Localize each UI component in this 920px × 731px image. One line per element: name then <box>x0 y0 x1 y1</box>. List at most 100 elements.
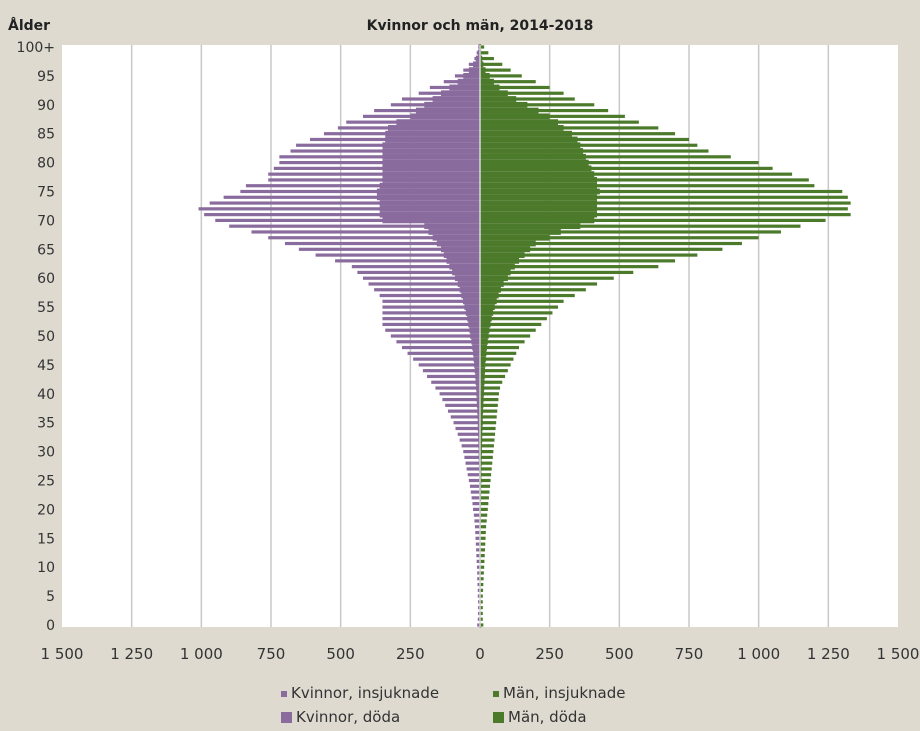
bar <box>480 211 598 218</box>
bar <box>476 565 480 569</box>
bar <box>385 328 480 332</box>
y-tick-label: 0 <box>46 618 55 634</box>
bar <box>480 126 659 130</box>
bar <box>476 402 480 409</box>
y-tick-label: 70 <box>37 213 55 229</box>
bar <box>480 80 536 84</box>
bar <box>268 236 480 240</box>
bar <box>480 143 698 147</box>
bar <box>480 61 484 68</box>
x-tick-label: 1 500 <box>877 645 920 663</box>
bar <box>480 594 483 598</box>
bar <box>424 223 480 230</box>
bar <box>480 292 499 299</box>
bar <box>480 113 550 120</box>
bar <box>436 240 480 247</box>
x-axis-ticks: 1 500 1 250 1 000 750 500 250 0 250 500 750 1 000 1… <box>41 645 920 663</box>
bar <box>480 455 493 459</box>
bars-incidence <box>376 44 600 628</box>
y-tick-label: 90 <box>37 98 55 114</box>
bar <box>427 374 480 379</box>
bar <box>468 321 480 328</box>
bar <box>382 317 480 321</box>
bar <box>480 623 484 627</box>
bar <box>480 461 493 465</box>
bar <box>480 166 773 170</box>
legend-item-men-incidence: Män, insjuknade <box>493 684 625 702</box>
bar <box>480 103 595 107</box>
bar <box>480 373 485 380</box>
bar <box>480 437 483 443</box>
bar <box>475 542 480 546</box>
bar <box>396 340 480 344</box>
bar <box>480 426 496 431</box>
bar <box>480 270 634 275</box>
bar <box>477 577 480 581</box>
bar <box>480 448 482 455</box>
bar <box>480 276 614 280</box>
bar <box>480 350 487 357</box>
bar <box>480 369 508 373</box>
bar <box>480 288 586 292</box>
bar <box>452 269 480 276</box>
bar <box>480 207 848 211</box>
bar <box>382 177 480 183</box>
bar <box>470 490 480 494</box>
bar <box>480 473 492 477</box>
bar <box>382 311 480 315</box>
bar <box>480 299 564 303</box>
bar <box>480 84 500 91</box>
bar <box>474 525 480 529</box>
bar <box>480 611 483 616</box>
bar <box>480 530 486 535</box>
bar <box>476 559 480 564</box>
bar <box>480 403 498 407</box>
bar <box>480 396 484 403</box>
bar <box>480 282 598 286</box>
bar <box>428 229 480 235</box>
bar <box>478 600 480 604</box>
bar <box>480 606 483 610</box>
bar <box>480 554 485 558</box>
bar <box>388 125 480 131</box>
bar <box>480 241 742 246</box>
x-tick-label: 1 500 <box>41 645 84 663</box>
bar <box>385 136 480 143</box>
bar <box>480 119 559 126</box>
bar <box>478 437 480 443</box>
bar <box>457 281 480 287</box>
bar <box>480 55 483 62</box>
bar <box>459 438 480 442</box>
bar <box>480 263 515 270</box>
bar <box>480 45 485 49</box>
bar <box>464 304 480 310</box>
bar <box>480 149 709 153</box>
legend-label: Kvinnor, döda <box>296 708 401 726</box>
y-tick-label: 10 <box>37 560 55 576</box>
bar <box>480 155 731 159</box>
bar <box>477 582 480 587</box>
bar <box>473 350 480 357</box>
bar <box>476 396 480 403</box>
bar <box>480 85 550 90</box>
y-tick-label: 100+ <box>17 40 55 56</box>
bar <box>480 617 483 621</box>
bar <box>480 431 483 438</box>
bar <box>204 213 480 217</box>
bar <box>480 189 843 194</box>
bar <box>480 246 531 253</box>
bar <box>475 55 480 62</box>
bar <box>480 582 484 587</box>
y-tick-label: 30 <box>37 445 55 461</box>
bar <box>473 513 480 517</box>
bar <box>480 161 759 165</box>
bar <box>477 408 480 415</box>
y-axis-ticks: 0 5 10 15 20 25 30 35 40 45 50 55 60 65 70 75 80 85 90 95 10… <box>17 40 55 634</box>
bar <box>480 542 486 546</box>
bar <box>480 454 482 461</box>
bar <box>480 357 514 361</box>
bar <box>240 189 480 194</box>
bar <box>447 409 480 413</box>
y-tick-label: 85 <box>37 127 55 143</box>
